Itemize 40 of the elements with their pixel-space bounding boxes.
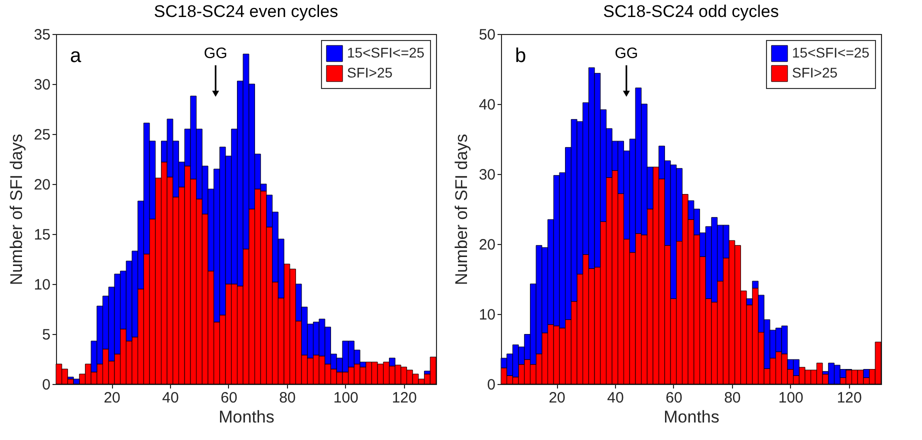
x-tick-label: 120: [836, 390, 862, 406]
x-tick-label: 100: [778, 390, 804, 406]
legend-label: 15<SFI<=25: [792, 44, 870, 60]
legend-label: SFI>25: [347, 64, 393, 80]
y-axis-title: Number of SFI days: [452, 134, 471, 286]
legend-label: 15<SFI<=25: [347, 44, 425, 60]
x-tick-label: 100: [333, 390, 358, 406]
y-tick-label: 35: [34, 26, 50, 44]
x-axis-title: Months: [218, 408, 274, 426]
x-axis-title: Months: [664, 408, 720, 426]
y-tick-label: 25: [34, 126, 50, 144]
y-tick-label: 30: [478, 166, 496, 184]
x-tick-label: 80: [279, 390, 296, 406]
x-tick-label: 40: [607, 390, 624, 406]
legend-label: SFI>25: [792, 64, 838, 80]
y-tick-label: 10: [34, 276, 50, 294]
annotation: b: [515, 45, 526, 67]
y-tick-label: 50: [478, 26, 496, 44]
y-tick-label: 20: [478, 236, 496, 254]
annotation: GG: [204, 45, 228, 62]
y-tick-label: 0: [42, 376, 50, 394]
annotation: GG: [614, 45, 638, 62]
y-axis-title: Number of SFI days: [6, 134, 26, 286]
y-tick-label: 30: [34, 76, 50, 94]
annotation: a: [70, 45, 82, 67]
y-tick-label: 15: [34, 226, 50, 244]
y-tick-label: 5: [42, 326, 50, 344]
x-tick-label: 20: [104, 390, 120, 406]
chart-title: SC18-SC24 even cycles: [154, 2, 338, 21]
y-tick-label: 20: [34, 176, 50, 194]
y-tick-label: 0: [487, 376, 496, 394]
x-tick-label: 120: [392, 390, 417, 406]
y-tick-label: 40: [478, 96, 496, 114]
x-tick-label: 80: [724, 390, 741, 406]
x-tick-label: 60: [666, 390, 682, 406]
x-tick-label: 20: [548, 390, 566, 406]
chart-title: SC18-SC24 odd cycles: [603, 2, 779, 21]
y-tick-label: 10: [478, 306, 496, 324]
x-tick-label: 60: [220, 390, 238, 406]
x-tick-label: 40: [162, 390, 179, 406]
